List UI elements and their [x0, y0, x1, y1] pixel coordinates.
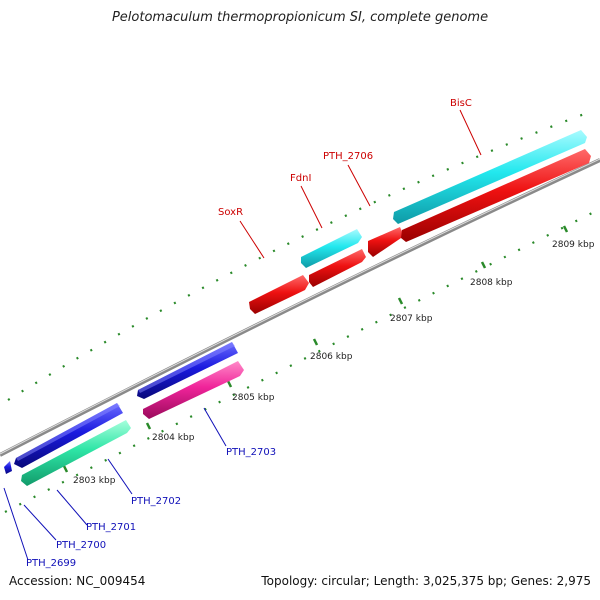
- leader-PTH_2700: [23, 504, 57, 541]
- scale-label-2808: 2808 kbp: [470, 278, 513, 288]
- gene-SoxR-block-b[interactable]: [309, 249, 366, 287]
- leader-PTH_2699: [3, 487, 29, 561]
- topology-text: Topology: circular; Length: 3,025,375 bp…: [261, 574, 591, 588]
- outer-tick-row: [7, 108, 596, 401]
- label-PTH_2700[interactable]: PTH_2700: [56, 540, 106, 551]
- leader-PTH_2701: [56, 489, 88, 526]
- gene-PTH_2700[interactable]: [14, 403, 123, 468]
- label-PTH_2703[interactable]: PTH_2703: [226, 447, 276, 458]
- scale-label-2805: 2805 kbp: [232, 393, 275, 403]
- map-title: Pelotomaculum thermopropionicum SI, comp…: [111, 10, 489, 25]
- leader-PTH_2703: [203, 407, 227, 447]
- scale-label-2809: 2809 kbp: [552, 240, 595, 250]
- leader-PTH_2706: [347, 164, 371, 207]
- leader-SoxR: [239, 220, 265, 259]
- inner-tick-row: [4, 209, 599, 513]
- gene-BisC-red[interactable]: [401, 149, 591, 242]
- label-BisC[interactable]: BisC: [450, 98, 472, 109]
- scale-label-2804: 2804 kbp: [152, 433, 195, 443]
- gene-PTH_2703[interactable]: [143, 361, 244, 419]
- label-PTH_2701[interactable]: PTH_2701: [86, 522, 136, 533]
- label-PTH_2699[interactable]: PTH_2699: [26, 558, 76, 569]
- gene-PTH_2701[interactable]: [21, 420, 131, 486]
- gene-FdnI[interactable]: [301, 229, 362, 268]
- gene-PTH_2706[interactable]: [368, 227, 404, 257]
- scale-label-2806: 2806 kbp: [310, 352, 353, 362]
- scale-label-2807: 2807 kbp: [390, 314, 433, 324]
- gene-PTH_2702[interactable]: [137, 342, 238, 399]
- major-ticks: [62, 225, 569, 473]
- gene-PTH_2699[interactable]: [4, 461, 12, 474]
- label-FdnI[interactable]: FdnI: [290, 173, 311, 184]
- leader-FdnI: [300, 185, 323, 229]
- leader-BisC: [459, 109, 482, 156]
- genome-backbone: [0, 158, 600, 457]
- gene-SoxR-block-a[interactable]: [249, 275, 309, 314]
- scale-label-2803: 2803 kbp: [73, 476, 116, 486]
- label-PTH_2706[interactable]: PTH_2706: [323, 151, 373, 162]
- gene-BisC[interactable]: [393, 130, 587, 224]
- label-SoxR[interactable]: SoxR: [218, 207, 243, 218]
- label-PTH_2702[interactable]: PTH_2702: [131, 496, 181, 507]
- leader-PTH_2702: [107, 458, 133, 495]
- accession-text: Accession: NC_009454: [9, 574, 146, 588]
